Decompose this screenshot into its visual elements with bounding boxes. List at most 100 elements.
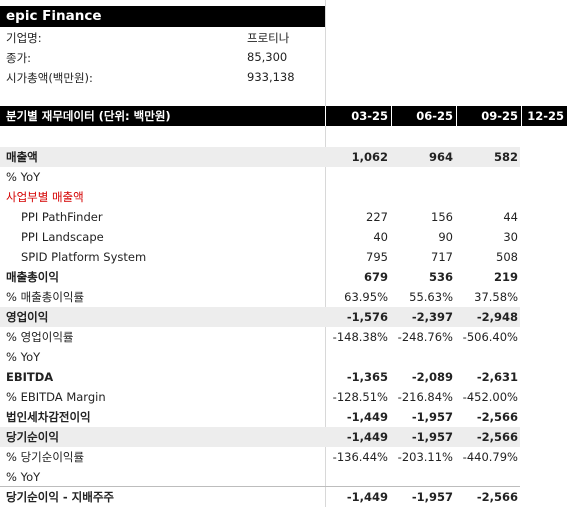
company-name-label: 기업명: (6, 31, 42, 45)
row-label: SPID Platform System (21, 250, 147, 264)
row-value-q3: -2,948 (476, 310, 518, 324)
table-row: PPI PathFinder 227 156 44 (0, 207, 567, 227)
row-label: % YoY (6, 470, 41, 484)
close-price-label: 종가: (6, 51, 32, 65)
row-value-q3: -2,566 (476, 410, 518, 424)
row-label: % 당기순이익률 (6, 450, 85, 464)
table-header: 분기별 재무데이터 (단위: 백만원) 03-25 06-25 09-25 12… (0, 106, 567, 126)
market-cap-label: 시가총액(백만원): (6, 71, 93, 85)
row-value-q3: 30 (503, 230, 518, 244)
header-divider (456, 106, 457, 126)
row-label: 당기순이익 - 지배주주 (6, 490, 114, 504)
row-value-q1: 795 (366, 250, 388, 264)
table-row: 매출액 1,062 964 582 (0, 147, 567, 167)
table-row: % YoY (0, 467, 567, 487)
row-value-q2: 536 (428, 270, 453, 284)
row-label: % EBITDA Margin (6, 390, 106, 404)
row-label: PPI PathFinder (21, 210, 103, 224)
row-value-q1: -1,449 (346, 490, 388, 504)
row-value-q2: -248.76% (397, 330, 453, 344)
company-name-value: 프로티나 (247, 31, 290, 45)
table-row: % 영업이익률 -148.38% -248.76% -506.40% (0, 327, 567, 347)
row-value-q1: -1,449 (346, 430, 388, 444)
row-value-q2: -1,957 (411, 430, 453, 444)
row-label: 법인세차감전이익 (6, 410, 91, 424)
row-value-q2: -216.84% (397, 390, 453, 404)
table-row: PPI Landscape 40 90 30 (0, 227, 567, 247)
row-value-q3: 582 (493, 150, 518, 164)
app-title: epic Finance (0, 6, 325, 27)
row-label: % YoY (6, 350, 41, 364)
table-row: % 매출총이익률 63.95% 55.63% 37.58% (0, 287, 567, 307)
row-label: 사업부별 매출액 (6, 190, 84, 204)
table-row: 당기순이익 -1,449 -1,957 -2,566 (0, 427, 567, 447)
column-divider (325, 0, 326, 507)
table-row: % YoY (0, 167, 567, 187)
row-value-q3: -452.00% (462, 390, 518, 404)
table-row: 당기순이익 - 지배주주 -1,449 -1,957 -2,566 (0, 487, 567, 507)
row-label: % 영업이익률 (6, 330, 74, 344)
row-label: 매출액 (6, 150, 38, 164)
row-value-q1: -1,576 (346, 310, 388, 324)
row-value-q3: 37.58% (474, 290, 518, 304)
row-value-q3: -506.40% (462, 330, 518, 344)
row-value-q1: 679 (363, 270, 388, 284)
table-row: 매출총이익 679 536 219 (0, 267, 567, 287)
table-row: % 당기순이익률 -136.44% -203.11% -440.79% (0, 447, 567, 467)
row-value-q2: -203.11% (397, 450, 453, 464)
row-value-q3: -2,566 (476, 430, 518, 444)
row-shade (0, 307, 520, 327)
row-label: EBITDA (6, 370, 54, 384)
table-row: 영업이익 -1,576 -2,397 -2,948 (0, 307, 567, 327)
row-label: 영업이익 (6, 310, 49, 324)
row-value-q3: 44 (503, 210, 518, 224)
table-header-label: 분기별 재무데이터 (단위: 백만원) (6, 109, 171, 123)
quarter-header-4: 12-25 (527, 109, 564, 123)
row-value-q2: -1,957 (411, 410, 453, 424)
row-value-q2: 55.63% (409, 290, 453, 304)
table-row: 사업부별 매출액 (0, 187, 567, 207)
row-value-q1: -128.51% (332, 390, 388, 404)
table-row: 법인세차감전이익 -1,449 -1,957 -2,566 (0, 407, 567, 427)
quarter-header-3: 09-25 (481, 109, 518, 123)
row-label: PPI Landscape (21, 230, 104, 244)
row-value-q3: -2,566 (476, 490, 518, 504)
table-row: % EBITDA Margin -128.51% -216.84% -452.00% (0, 387, 567, 407)
row-label: % 매출총이익률 (6, 290, 85, 304)
row-value-q1: 63.95% (344, 290, 388, 304)
header-divider (521, 106, 522, 126)
row-value-q2: 717 (431, 250, 453, 264)
row-value-q1: 40 (373, 230, 388, 244)
row-value-q2: 964 (428, 150, 453, 164)
row-shade (0, 427, 520, 447)
row-label: 매출총이익 (6, 270, 59, 284)
row-value-q1: -148.38% (332, 330, 388, 344)
row-value-q2: -2,089 (411, 370, 453, 384)
row-value-q2: 90 (438, 230, 453, 244)
row-value-q2: -2,397 (411, 310, 453, 324)
row-value-q2: -1,957 (411, 490, 453, 504)
market-cap-value: 933,138 (247, 70, 295, 84)
row-value-q1: -1,365 (346, 370, 388, 384)
quarter-header-1: 03-25 (351, 109, 388, 123)
table-row: % YoY (0, 347, 567, 367)
row-shade (0, 147, 520, 167)
header-divider (391, 106, 392, 126)
header-divider (325, 106, 326, 126)
row-value-q1: -1,449 (346, 410, 388, 424)
table-row: EBITDA -1,365 -2,089 -2,631 (0, 367, 567, 387)
row-value-q3: -2,631 (476, 370, 518, 384)
row-value-q3: -440.79% (462, 450, 518, 464)
row-value-q1: 1,062 (351, 150, 388, 164)
row-value-q2: 156 (431, 210, 453, 224)
close-price-value: 85,300 (247, 50, 288, 64)
quarter-header-2: 06-25 (416, 109, 453, 123)
row-divider (0, 486, 520, 487)
table-row: SPID Platform System 795 717 508 (0, 247, 567, 267)
row-value-q3: 508 (496, 250, 518, 264)
row-value-q1: 227 (366, 210, 388, 224)
row-label: % YoY (6, 170, 41, 184)
row-value-q3: 219 (493, 270, 518, 284)
row-value-q1: -136.44% (332, 450, 388, 464)
row-label: 당기순이익 (6, 430, 59, 444)
